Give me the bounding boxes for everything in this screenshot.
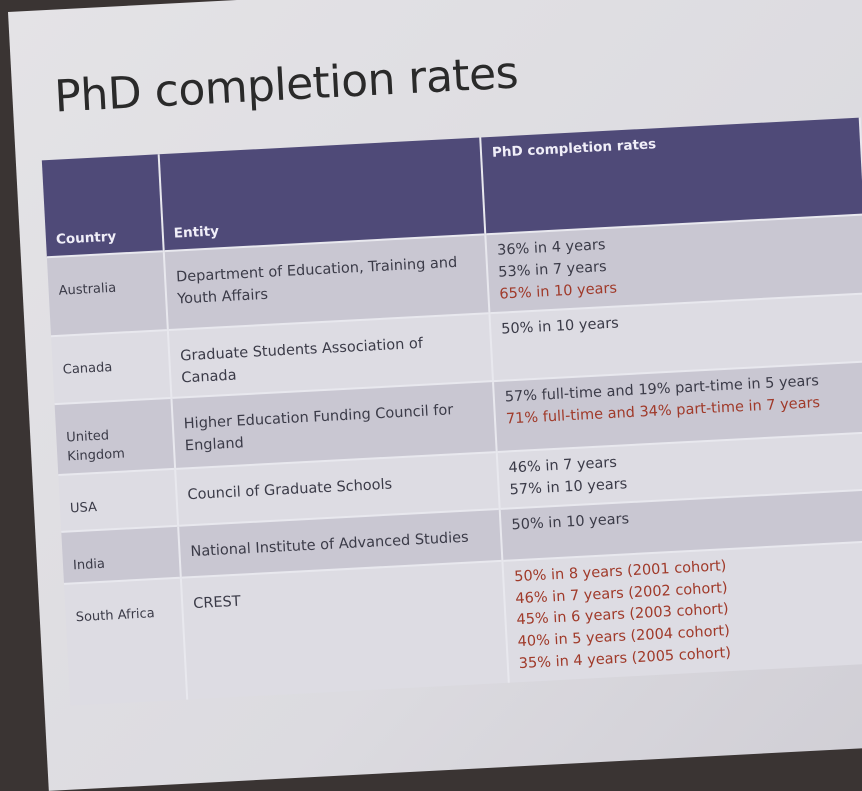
country-cell: Canada xyxy=(51,330,172,404)
country-cell: India xyxy=(61,526,181,584)
table-body: Australia Department of Education, Traini… xyxy=(46,214,862,706)
country-cell: South Africa xyxy=(63,577,188,706)
header-cell: Entity xyxy=(158,137,486,252)
country-cell: United Kingdom xyxy=(54,397,176,475)
header-cell: Country xyxy=(41,154,164,258)
rates-cell: 50% in 8 years (2001 cohort) 46% in 7 yea… xyxy=(502,540,862,683)
entity-cell: CREST xyxy=(180,560,509,700)
country-cell: Australia xyxy=(46,251,168,337)
country-cell: USA xyxy=(58,468,179,533)
slide: PhD completion rates Country Entity PhD co… xyxy=(8,0,862,791)
page: PhD completion rates Country Entity PhD co… xyxy=(8,0,862,791)
slide-title: PhD completion rates xyxy=(53,47,520,123)
table: Country Entity PhD completion rates Austra… xyxy=(41,117,862,706)
